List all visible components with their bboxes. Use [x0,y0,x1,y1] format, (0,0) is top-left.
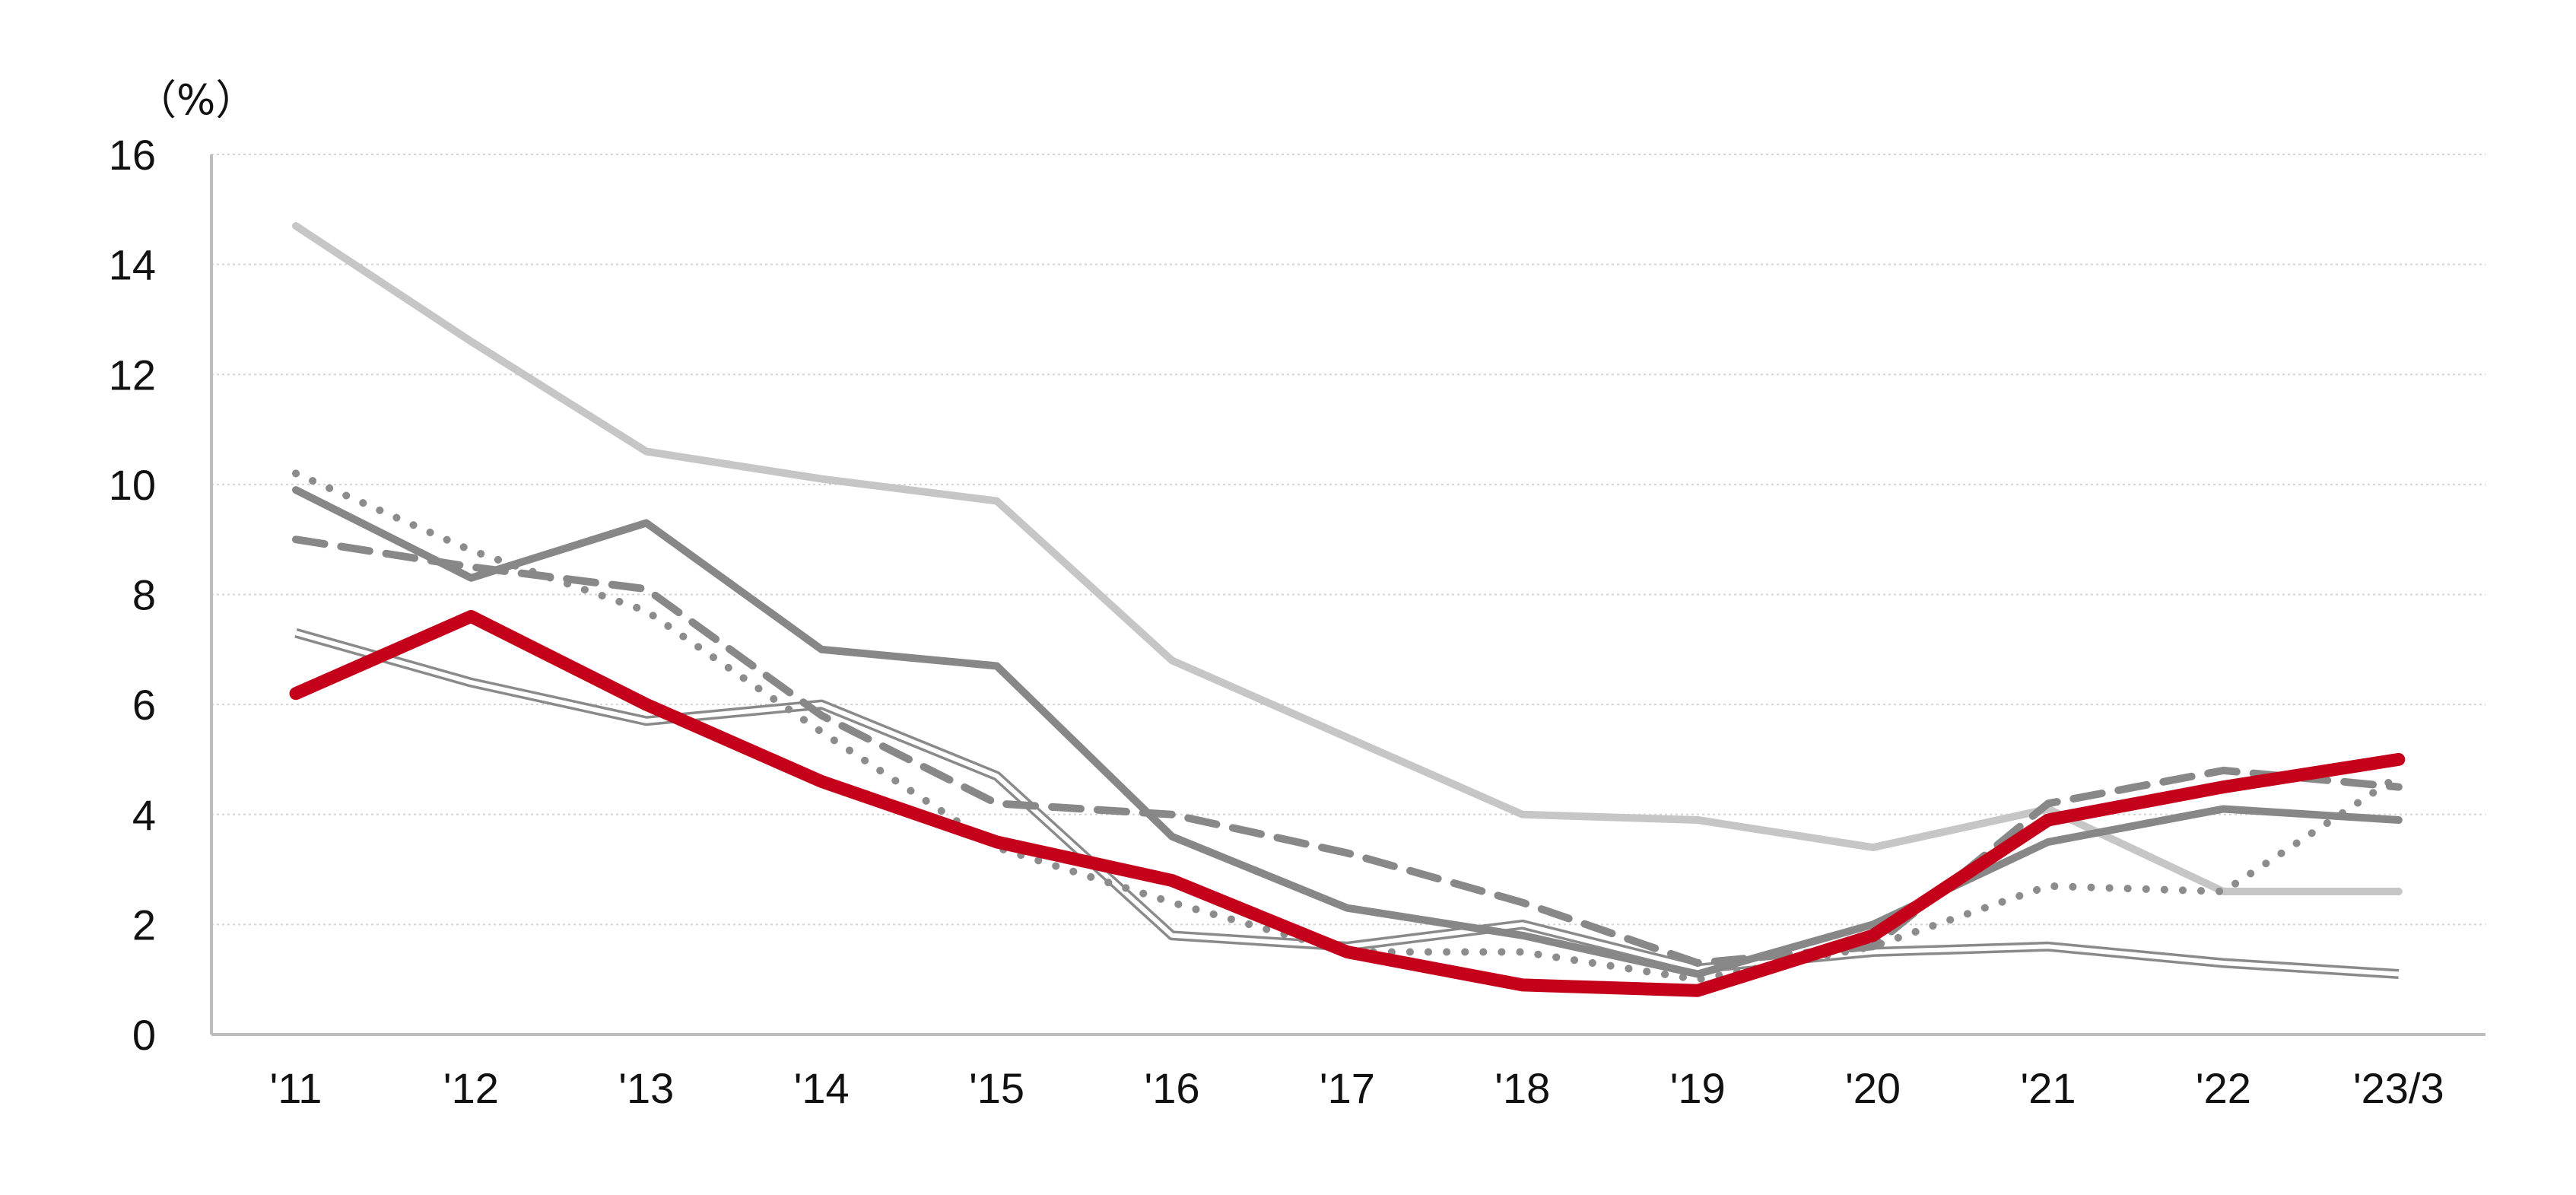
y-tick-label: 6 [132,681,156,729]
y-tick-label: 10 [109,461,156,509]
data-series [289,222,2406,997]
series-line [292,469,2403,984]
axes [210,154,2485,1036]
x-tick-label: '21 [2021,1064,2076,1112]
y-tick-label: 0 [132,1011,156,1059]
x-tick-label: '14 [794,1064,850,1112]
x-tick-label: '13 [618,1064,674,1112]
series-line [292,486,2403,978]
series-dashed [292,536,2403,967]
x-tick-label: '23/3 [2353,1064,2444,1112]
series-dotted [292,469,2403,984]
y-tick-label: 14 [109,241,156,289]
x-tick-label: '20 [1845,1064,1901,1112]
series-dark-gray-solid [292,486,2403,978]
y-tick-label: 16 [109,131,156,179]
series-line [289,609,2406,997]
x-tick-label: '19 [1670,1064,1726,1112]
y-tick-label: 12 [109,351,156,399]
x-tick-labels: '11 '12 '13 '14 '15 '16 '17 '18 '19 '20 '21 '22 '23/… [270,1064,2444,1112]
series-red-highlight [289,609,2406,997]
x-tick-label: '12 [443,1064,499,1112]
y-tick-label: 8 [132,571,156,619]
series-line [292,536,2403,967]
x-tick-label: '22 [2196,1064,2251,1112]
x-tick-label: '17 [1320,1064,1375,1112]
series-line [292,222,2403,895]
y-axis-unit-label: （%） [135,76,256,124]
x-tick-label: '11 [270,1064,322,1112]
series-light-gray-solid [292,222,2403,895]
x-tick-label: '15 [969,1064,1024,1112]
grid-lines [211,154,2485,926]
x-tick-label: '16 [1145,1064,1200,1112]
y-tick-labels: 0 2 4 6 8 10 12 14 16 [109,131,156,1059]
x-tick-label: '18 [1494,1064,1550,1112]
y-tick-label: 2 [132,901,156,949]
y-tick-label: 4 [132,791,156,839]
